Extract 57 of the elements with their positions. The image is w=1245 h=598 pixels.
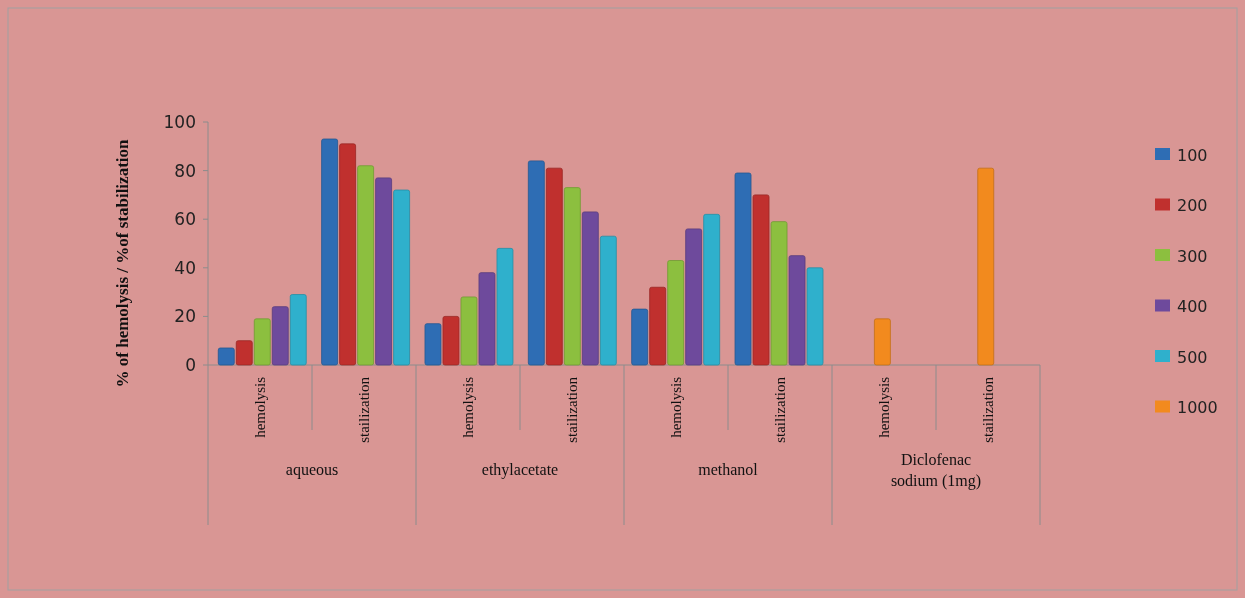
x-tick-label: hemolysis (668, 376, 684, 438)
x-tick-label: hemolysis (460, 376, 476, 438)
bar (339, 143, 357, 366)
y-tick-label: 80 (174, 160, 196, 181)
legend-label: 400 (1177, 297, 1208, 317)
x-tick-label: hemolysis (252, 376, 268, 438)
x-tick-label: stailization (356, 376, 372, 443)
bar (357, 165, 375, 366)
bar (496, 247, 514, 366)
bar (703, 213, 721, 366)
bar (788, 255, 806, 366)
x-tick-label: stailization (980, 376, 996, 443)
y-tick-label: 60 (174, 209, 196, 230)
bar (581, 211, 599, 366)
bar (873, 318, 891, 366)
text: ethylacetate (481, 461, 559, 479)
bar (977, 167, 995, 366)
text: aqueous (285, 461, 339, 479)
bar (563, 187, 581, 366)
y-axis-title: % of hemolysis / %of stabilization (113, 139, 132, 388)
bar (667, 260, 685, 366)
y-tick-label: 0 (185, 354, 196, 375)
bar (271, 306, 289, 366)
bar (478, 272, 496, 366)
bar (527, 160, 545, 366)
y-tick-label: 100 (163, 111, 196, 132)
bar (631, 308, 649, 366)
bar (460, 296, 478, 366)
bar (442, 316, 460, 366)
bar (321, 138, 339, 366)
bar (375, 177, 393, 366)
legend-label: 100 (1177, 145, 1208, 165)
y-tick-label: 20 (174, 306, 196, 327)
y-tick-label: 40 (174, 257, 196, 278)
bar (770, 221, 788, 366)
bar (806, 267, 824, 366)
bar (253, 318, 271, 366)
bar (289, 294, 307, 366)
bar (393, 189, 411, 366)
legend-label: 300 (1177, 246, 1208, 266)
x-tick-label: hemolysis (876, 376, 892, 438)
x-tick-label: stailization (564, 376, 580, 443)
bar (235, 340, 253, 366)
legend-label: 200 (1177, 196, 1208, 216)
bar (424, 323, 442, 366)
bar (217, 347, 235, 366)
x-tick-label: stailization (772, 376, 788, 443)
legend-label: 500 (1177, 347, 1208, 367)
bar (545, 167, 563, 366)
bar (685, 228, 703, 366)
legend-label: 1000 (1177, 398, 1218, 418)
text: Diclofenac sodium (1mg) (890, 451, 982, 490)
bar (734, 172, 752, 366)
text: methanol (698, 461, 759, 478)
bar (649, 286, 667, 366)
bar (752, 194, 770, 366)
bar (599, 235, 617, 366)
